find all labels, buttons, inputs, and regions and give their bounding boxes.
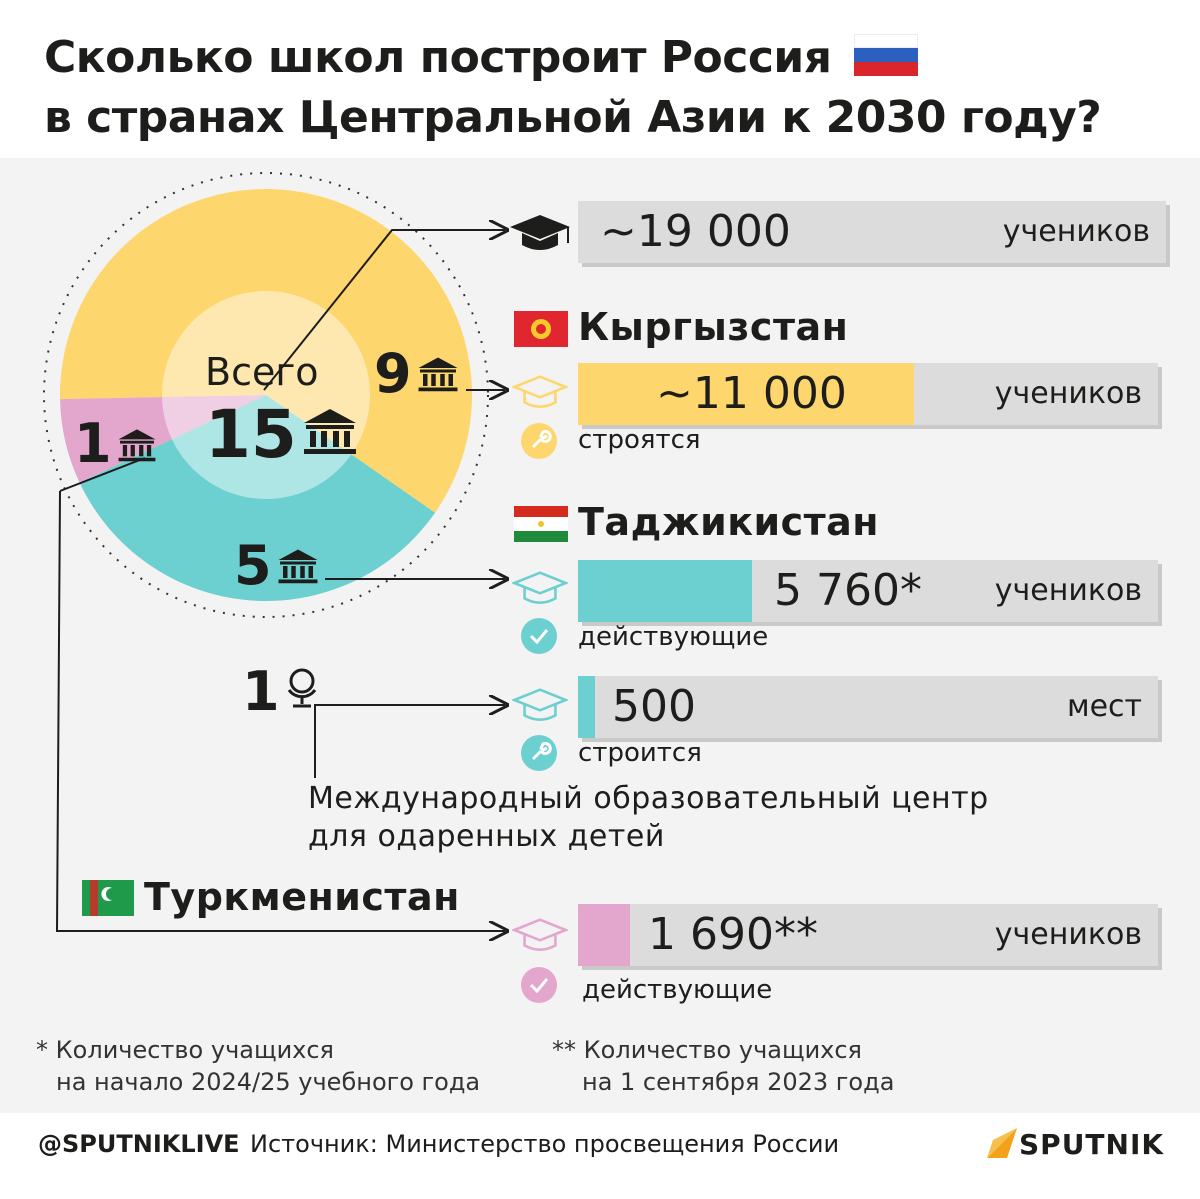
- kyrgyzstan-name: Кыргызстан: [578, 305, 849, 349]
- center-description-line-2: для одаренных детей: [308, 819, 665, 854]
- tm-slice-label: 1: [74, 412, 157, 475]
- turkmenistan-bar-fill: [578, 904, 631, 966]
- pie-slice-tajikistan: [79, 395, 436, 601]
- tm-slice-value: 1: [74, 412, 112, 475]
- footnote-1: * Количество учащихся на начало 2024/25 …: [36, 1034, 480, 1098]
- total-students-value: ~19 000: [600, 206, 791, 257]
- center-connector: [314, 705, 505, 778]
- total-number: 15: [205, 396, 297, 473]
- turkmenistan-flag-icon: [82, 880, 134, 920]
- tajikistan-name: Таджикистан: [578, 500, 880, 544]
- tj-slice-value: 5: [234, 534, 272, 597]
- pie-slice-turkmenistan: [60, 395, 266, 483]
- wrench-icon: [521, 423, 557, 463]
- turkmenistan-status: действующие: [582, 975, 773, 1005]
- center-count: 1: [242, 660, 280, 723]
- center-places-unit: мест: [1066, 689, 1142, 724]
- school-icon: [277, 548, 319, 588]
- graduation-cap-icon: [510, 375, 570, 415]
- kyrgyzstan-bar: ~11 000 учеников: [578, 363, 1158, 425]
- pie-outline: [43, 172, 489, 618]
- globe-icon: [285, 664, 319, 714]
- tajikistan-bar-fill: [578, 560, 752, 622]
- school-icon: [302, 407, 358, 459]
- footnote-2: ** Количество учащихся на 1 сентября 202…: [552, 1034, 894, 1098]
- footnote-2-line-2: на 1 сентября 2023 года: [582, 1068, 895, 1096]
- graduation-cap-icon: [508, 213, 572, 259]
- kyrgyzstan-flag-icon: [514, 311, 568, 351]
- school-icon: [117, 428, 157, 466]
- footnote-2-line-1: ** Количество учащихся: [552, 1036, 862, 1064]
- title-line-2: в странах Центральной Азии к 2030 году?: [44, 92, 1102, 143]
- tm-connector: [55, 490, 505, 931]
- turkmenistan-name: Туркменистан: [144, 875, 460, 919]
- kyrgyzstan-students-unit: учеников: [994, 376, 1142, 411]
- total-label: Всего: [205, 350, 319, 394]
- tajikistan-status: действующие: [578, 622, 769, 652]
- turkmenistan-bar: 1 690** учеников: [578, 904, 1158, 966]
- footnote-1-line-1: * Количество учащихся: [36, 1036, 334, 1064]
- tj-slice-label: 5: [234, 534, 319, 597]
- kyrgyzstan-students-value: ~11 000: [656, 368, 847, 419]
- total-bar: ~19 000 учеников: [578, 201, 1166, 263]
- total-students-unit: учеников: [1002, 214, 1150, 249]
- wrench-icon: [521, 735, 557, 775]
- footer-source: Источник: Министерство просвещения Росси…: [250, 1130, 840, 1158]
- graduation-cap-icon: [510, 688, 570, 728]
- tm-leader-diagonal: [59, 457, 146, 492]
- center-slice-label: 1: [242, 660, 319, 723]
- turkmenistan-students-value: 1 690**: [648, 909, 818, 960]
- sputnik-logo-icon: [985, 1126, 1019, 1167]
- total-connector: [263, 230, 505, 391]
- footer-handle: @SPUTNIKLIVE: [38, 1130, 240, 1158]
- title-line-1: Сколько школ построит Россия: [44, 30, 1174, 90]
- tajikistan-bar: 5 760* учеников: [578, 560, 1158, 622]
- kg-slice-value: 9: [374, 342, 412, 405]
- turkmenistan-students-unit: учеников: [994, 917, 1142, 952]
- pie-slice-kyrgyzstan: [60, 188, 472, 513]
- kyrgyzstan-bar-fill: [578, 363, 915, 425]
- sputnik-logo: SPUTNIK: [985, 1126, 1164, 1167]
- check-icon: [521, 618, 557, 658]
- tajikistan-flag-icon: [514, 506, 568, 546]
- check-icon: [521, 967, 557, 1007]
- pie-chart: [43, 172, 489, 618]
- tajikistan-students-value: 5 760*: [774, 565, 922, 616]
- pie-center-circle: [162, 291, 370, 499]
- center-description-line-1: Международный образовательный центр: [308, 781, 989, 816]
- total-count: 15: [205, 396, 358, 473]
- graduation-cap-icon: [510, 571, 570, 611]
- tajikistan-students-unit: учеников: [994, 573, 1142, 608]
- center-places-value: 500: [612, 681, 696, 732]
- page-title: Сколько школ построит Россия в странах Ц…: [44, 30, 1174, 146]
- graduation-cap-icon: [510, 918, 570, 958]
- school-icon: [417, 356, 459, 396]
- footnote-1-line-2: на начало 2024/25 учебного года: [56, 1068, 481, 1096]
- sputnik-logo-text: SPUTNIK: [1019, 1128, 1165, 1161]
- center-bar-fill: [578, 676, 596, 738]
- center-bar: 500 мест: [578, 676, 1158, 738]
- kyrgyzstan-status: строятся: [578, 425, 701, 455]
- center-description: Международный образовательный центр для …: [308, 780, 989, 856]
- kg-slice-label: 9: [374, 342, 459, 405]
- center-status: строится: [578, 738, 702, 768]
